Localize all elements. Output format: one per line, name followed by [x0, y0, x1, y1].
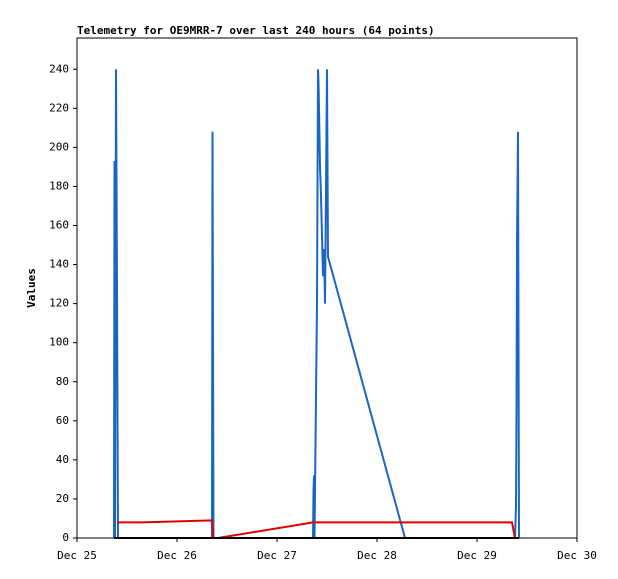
- x-tick-label: Dec 27: [257, 549, 297, 562]
- y-tick-label: 160: [49, 219, 69, 232]
- y-tick-label: 0: [62, 531, 69, 544]
- x-tick-label: Dec 29: [457, 549, 497, 562]
- y-tick-label: 60: [56, 414, 69, 427]
- x-tick-label: Dec 26: [157, 549, 197, 562]
- x-tick-label: Dec 30: [557, 549, 597, 562]
- y-tick-label: 20: [56, 492, 69, 505]
- y-tick-label: 120: [49, 297, 69, 310]
- y-tick-label: 100: [49, 336, 69, 349]
- y-tick-label: 80: [56, 375, 69, 388]
- x-tick-label: Dec 25: [57, 549, 97, 562]
- y-tick-label: 220: [49, 101, 69, 114]
- y-tick-label: 140: [49, 258, 69, 271]
- y-tick-label: 40: [56, 453, 69, 466]
- y-tick-label: 240: [49, 62, 69, 75]
- y-tick-label: 200: [49, 140, 69, 153]
- chart-title: Telemetry for OE9MRR-7 over last 240 hou…: [77, 24, 435, 37]
- y-tick-label: 180: [49, 179, 69, 192]
- x-tick-label: Dec 28: [357, 549, 397, 562]
- y-axis-label: Values: [25, 268, 38, 308]
